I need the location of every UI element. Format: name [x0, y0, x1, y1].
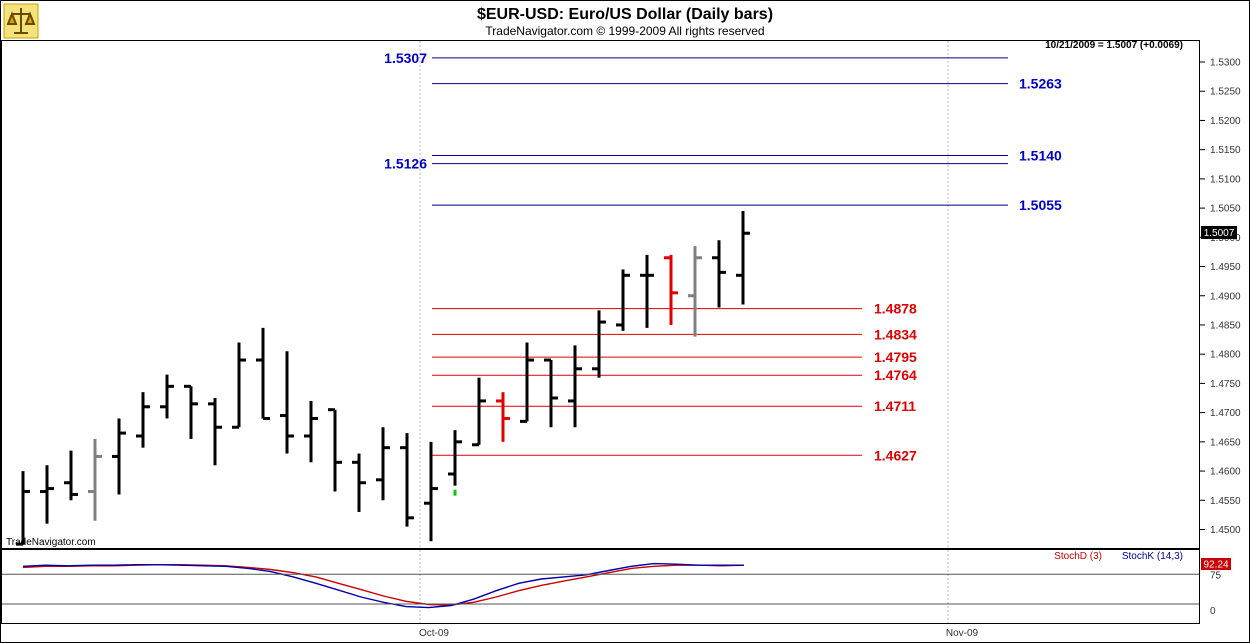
red-level-label: 1.4764	[874, 367, 917, 383]
current-price-label: 1.5007	[1204, 228, 1235, 239]
y-tick-label: 1.4500	[1210, 525, 1241, 536]
price-levels: 1.5307 1.5263 1.5140 1.5126 1.5055 1.4878 1.48…	[384, 50, 1062, 463]
y-tick-label: 1.4800	[1210, 350, 1241, 361]
x-tick-label: Oct-09	[419, 628, 449, 639]
y-tick-label: 1.5050	[1210, 204, 1241, 215]
stoch-tick-label: 75	[1210, 570, 1222, 581]
y-tick-label: 1.4650	[1210, 437, 1241, 448]
current-price-box	[1201, 226, 1237, 239]
y-tick-label: 1.5300	[1210, 58, 1241, 69]
legend-stochd: StochD (3)	[1054, 551, 1102, 562]
stoch-value-box	[1201, 558, 1231, 570]
red-level-label: 1.4711	[874, 398, 916, 414]
y-tick-label: 1.4900	[1210, 291, 1241, 302]
date-axis: Oct-09 Nov-09	[419, 628, 979, 639]
y-tick-label: 1.5100	[1210, 174, 1241, 185]
ohlc-bars	[16, 211, 750, 546]
blue-level-label: 1.5126	[384, 156, 427, 172]
y-tick-label: 1.5150	[1210, 145, 1241, 156]
stochastic-lines	[22, 562, 745, 609]
chart-subtitle: TradeNavigator.com © 1999-2009 All right…	[485, 24, 764, 38]
stoch-axis: 0 75	[2, 570, 1222, 617]
y-tick-label: 1.4700	[1210, 408, 1241, 419]
blue-level-label: 1.5263	[1019, 76, 1062, 92]
legend-stochk: StochK (14,3)	[1122, 551, 1183, 562]
grid-lines	[419, 41, 949, 623]
y-tick-label: 1.4950	[1210, 262, 1241, 273]
red-level-label: 1.4627	[874, 447, 917, 463]
price-pane-frame	[1, 40, 1200, 549]
red-level-label: 1.4878	[874, 301, 917, 317]
y-tick-label: 1.5200	[1210, 116, 1241, 127]
y-tick-label: 1.5250	[1210, 87, 1241, 98]
last-quote-label: 10/21/2009 = 1.5007 (+0.0069)	[1045, 40, 1183, 51]
y-tick-label: 1.4600	[1210, 467, 1241, 478]
watermark: TradeNavigator.com	[6, 537, 96, 548]
x-tick-label: Nov-09	[946, 628, 979, 639]
price-axis: 1.4500 1.4550 1.4600 1.4650 1.4700 1.4750 1.48…	[1200, 58, 1241, 536]
stoch-value-label: 92.24	[1203, 560, 1228, 571]
stoch-tick-label: 0	[1210, 606, 1216, 617]
y-tick-label: 1.4750	[1210, 379, 1241, 390]
stoch-pane-frame	[1, 549, 1200, 624]
stoch-series-line	[22, 562, 744, 609]
blue-level-label: 1.5307	[384, 50, 427, 66]
y-tick-label: 1.4850	[1210, 320, 1241, 331]
y-tick-label: 1.4550	[1210, 496, 1241, 507]
chart-title: $EUR-USD: Euro/US Dollar (Daily bars)	[477, 6, 773, 23]
red-level-label: 1.4834	[874, 326, 917, 342]
blue-level-label: 1.5140	[1019, 148, 1062, 164]
blue-level-label: 1.5055	[1019, 197, 1062, 213]
red-level-label: 1.4795	[874, 349, 917, 365]
scales-icon	[6, 8, 36, 34]
trade-navigator-logo[interactable]	[3, 3, 39, 39]
